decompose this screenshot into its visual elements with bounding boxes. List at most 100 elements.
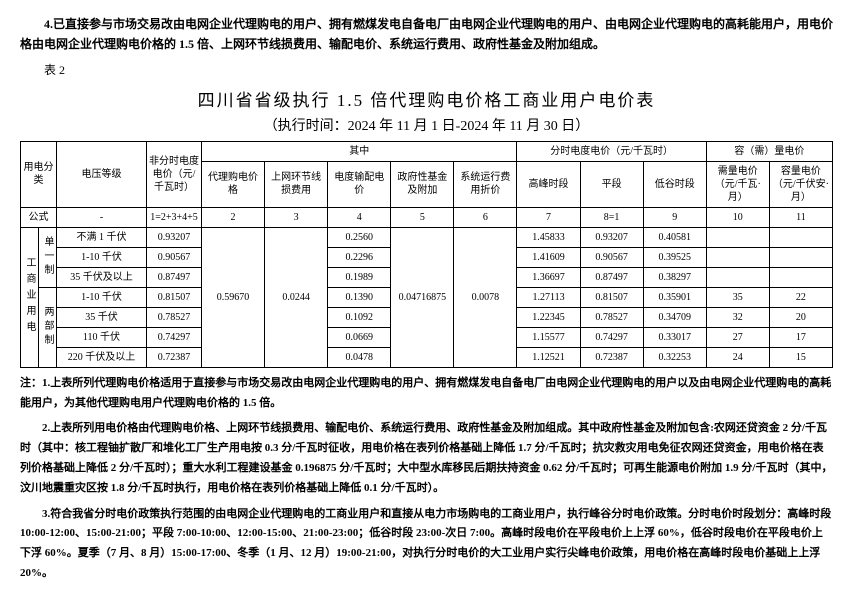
hdr-category: 用电分类 [21,141,57,207]
cell-demand: 24 [706,347,769,367]
cell-demand: 35 [706,287,769,307]
hdr-cap: 容（需）量电价 [706,141,832,161]
hdr-f2: 2 [202,207,265,227]
cell-trans: 0.2296 [328,247,391,267]
cell-demand [706,247,769,267]
cell-capacity: 20 [769,307,832,327]
cell-sub1: 单一制 [39,227,57,287]
hdr-f10: 10 [706,207,769,227]
hdr-loss: 上网环节线损费用 [265,161,328,207]
hdr-agent: 代理购电价格 [202,161,265,207]
price-table: 用电分类 电压等级 非分时电度电价（元/千瓦时） 其中 分时电度电价（元/千瓦时… [20,141,833,368]
cell-sub2: 两部制 [39,287,57,367]
hdr-f3: 3 [265,207,328,227]
cell-volt: 1-10 千伏 [57,247,147,267]
cell-valley: 0.40581 [643,227,706,247]
cell-volt: 35 千伏 [57,307,147,327]
hdr-gov: 政府性基金及附加 [391,161,454,207]
hdr-f1: 1=2+3+4+5 [147,207,202,227]
cell-nonpeak: 0.78527 [147,307,202,327]
cell-peak: 1.22345 [517,307,580,327]
cell-volt: 1-10 千伏 [57,287,147,307]
hdr-nonpeak: 非分时电度电价（元/千瓦时） [147,141,202,207]
cell-peak: 1.27113 [517,287,580,307]
hdr-f11: 11 [769,207,832,227]
cell-volt: 不满 1 千伏 [57,227,147,247]
cell-trans: 0.2560 [328,227,391,247]
cell-capacity [769,247,832,267]
cell-capacity: 17 [769,327,832,347]
hdr-trans: 电度输配电价 [328,161,391,207]
hdr-dash: - [57,207,147,227]
table-body: 工商业用电 单一制 不满 1 千伏 0.93207 0.59670 0.0244… [21,227,833,367]
note-3: 3.符合我省分时电价政策执行范围的由电网企业代理购电的工商业用户和直接从电力市场… [20,505,833,584]
cell-valley: 0.35901 [643,287,706,307]
hdr-f9: 9 [643,207,706,227]
hdr-qizhong: 其中 [202,141,517,161]
cell-sys: 0.0078 [454,227,517,367]
cell-volt: 110 千伏 [57,327,147,347]
cell-nonpeak: 0.87497 [147,267,202,287]
hdr-capacity: 容量电价（元/千伏安·月） [769,161,832,207]
page-title: 四川省省级执行 1.5 倍代理购电价格工商业用户电价表 [20,86,833,111]
cell-peak: 1.12521 [517,347,580,367]
cell-volt: 220 千伏及以上 [57,347,147,367]
hdr-f8: 8=1 [580,207,643,227]
cell-demand [706,267,769,287]
cell-valley: 0.39525 [643,247,706,267]
cell-main-cat: 工商业用电 [21,227,39,367]
note-1: 注：1.上表所列代理购电价格适用于直接参与市场交易改由电网企业代理购电的用户、拥… [20,374,833,414]
cell-agent: 0.59670 [202,227,265,367]
intro-paragraph: 4.已直接参与市场交易改由电网企业代理购电的用户、拥有燃煤发电自备电厂由电网企业… [20,14,833,55]
cell-demand: 32 [706,307,769,327]
cell-peak: 1.15577 [517,327,580,347]
cell-valley: 0.33017 [643,327,706,347]
hdr-sys: 系统运行费用折价 [454,161,517,207]
note-2: 2.上表所列用电价格由代理购电价格、上网环节线损费用、输配电价、系统运行费用、政… [20,419,833,498]
hdr-f4: 4 [328,207,391,227]
hdr-f5: 5 [391,207,454,227]
hdr-peak: 高峰时段 [517,161,580,207]
table-label: 表 2 [20,61,833,78]
cell-valley: 0.34709 [643,307,706,327]
hdr-f7: 7 [517,207,580,227]
cell-flat: 0.78527 [580,307,643,327]
cell-nonpeak: 0.74297 [147,327,202,347]
cell-valley: 0.38297 [643,267,706,287]
cell-volt: 35 千伏及以上 [57,267,147,287]
cell-capacity: 15 [769,347,832,367]
cell-nonpeak: 0.90567 [147,247,202,267]
hdr-f6: 6 [454,207,517,227]
table-row: 工商业用电 单一制 不满 1 千伏 0.93207 0.59670 0.0244… [21,227,833,247]
hdr-flat: 平段 [580,161,643,207]
cell-flat: 0.87497 [580,267,643,287]
cell-peak: 1.45833 [517,227,580,247]
cell-flat: 0.90567 [580,247,643,267]
cell-valley: 0.32253 [643,347,706,367]
cell-gov: 0.04716875 [391,227,454,367]
cell-nonpeak: 0.93207 [147,227,202,247]
cell-demand: 27 [706,327,769,347]
cell-demand [706,227,769,247]
hdr-formula: 公式 [21,207,57,227]
cell-capacity [769,267,832,287]
cell-trans: 0.0478 [328,347,391,367]
cell-peak: 1.41609 [517,247,580,267]
cell-loss: 0.0244 [265,227,328,367]
hdr-demand: 需量电价（元/千瓦·月） [706,161,769,207]
cell-peak: 1.36697 [517,267,580,287]
hdr-valley: 低谷时段 [643,161,706,207]
cell-trans: 0.1390 [328,287,391,307]
cell-trans: 0.1092 [328,307,391,327]
cell-trans: 0.1989 [328,267,391,287]
cell-flat: 0.93207 [580,227,643,247]
cell-trans: 0.0669 [328,327,391,347]
cell-flat: 0.74297 [580,327,643,347]
page-subtitle: （执行时间：2024 年 11 月 1 日-2024 年 11 月 30 日） [20,115,833,135]
hdr-tou: 分时电度电价（元/千瓦时） [517,141,706,161]
cell-capacity: 22 [769,287,832,307]
hdr-voltage: 电压等级 [57,141,147,207]
cell-nonpeak: 0.72387 [147,347,202,367]
cell-flat: 0.81507 [580,287,643,307]
cell-capacity [769,227,832,247]
